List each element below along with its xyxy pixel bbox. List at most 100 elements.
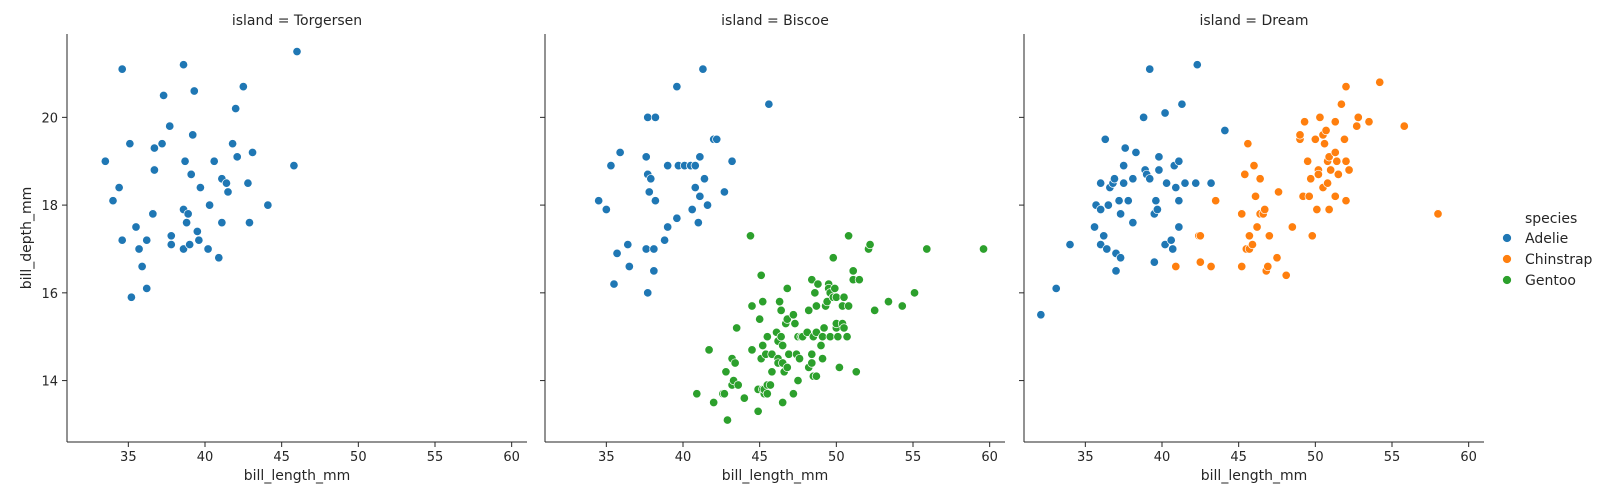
- data-point: [1180, 178, 1190, 188]
- data-point: [1111, 266, 1121, 276]
- data-point: [1211, 196, 1221, 206]
- data-point: [609, 279, 619, 289]
- data-point: [817, 354, 828, 364]
- data-point: [178, 60, 189, 70]
- data-point: [289, 161, 299, 171]
- data-point: [183, 209, 193, 219]
- data-point: [1206, 261, 1216, 272]
- data-point: [1252, 222, 1262, 232]
- data-point: [624, 261, 634, 272]
- data-point: [709, 397, 719, 408]
- data-point: [778, 340, 788, 351]
- data-point: [722, 415, 733, 425]
- data-point: [698, 64, 708, 74]
- legend-label: Adelie: [1525, 231, 1568, 247]
- x-tick-label: 45: [273, 450, 290, 465]
- data-point: [214, 253, 224, 263]
- data-point: [844, 301, 854, 311]
- data-point: [217, 218, 227, 228]
- legend: species Adelie Chinstrap Gentoo: [1502, 211, 1593, 289]
- y-axis-title: bill_depth_mm: [19, 187, 35, 290]
- data-point: [811, 327, 821, 337]
- data-point: [817, 332, 828, 342]
- data-point: [641, 152, 651, 162]
- data-point: [1306, 174, 1316, 184]
- data-point: [1240, 169, 1250, 179]
- data-point: [108, 196, 118, 206]
- data-point: [851, 367, 861, 377]
- data-point: [594, 196, 604, 206]
- data-point: [1237, 209, 1247, 219]
- data-point: [125, 139, 135, 149]
- x-axis-title: bill_length_mm: [244, 468, 350, 484]
- data-point: [1330, 147, 1340, 158]
- data-point: [137, 261, 147, 272]
- series-chinstrap: [1171, 77, 1443, 280]
- data-point: [1310, 134, 1320, 144]
- data-point: [180, 156, 190, 166]
- data-point: [660, 235, 670, 245]
- data-point: [114, 182, 124, 193]
- data-point: [1341, 196, 1351, 206]
- data-point: [804, 305, 814, 315]
- data-point: [807, 275, 817, 285]
- data-point: [764, 99, 774, 109]
- data-point: [1123, 196, 1133, 206]
- data-point: [1364, 117, 1374, 127]
- data-point: [690, 182, 700, 193]
- data-point: [692, 389, 702, 399]
- data-point: [833, 332, 843, 342]
- data-point: [1260, 204, 1270, 215]
- data-point: [205, 200, 215, 210]
- data-point: [762, 332, 772, 342]
- data-point: [1168, 244, 1178, 254]
- data-point: [909, 288, 920, 298]
- data-point: [117, 235, 127, 245]
- data-point: [228, 139, 238, 149]
- data-point: [221, 178, 232, 188]
- data-point: [1247, 240, 1258, 250]
- data-point: [758, 340, 768, 351]
- data-point: [192, 226, 202, 236]
- data-point: [1174, 196, 1184, 206]
- data-point: [765, 380, 775, 390]
- data-point: [1160, 240, 1170, 250]
- data-point: [672, 82, 682, 92]
- data-point: [166, 240, 176, 250]
- data-point: [623, 240, 633, 250]
- data-point: [1313, 169, 1323, 179]
- data-point: [650, 196, 660, 206]
- data-point: [186, 169, 196, 179]
- data-point: [1139, 112, 1149, 122]
- data-point: [1154, 165, 1164, 175]
- data-point: [148, 209, 158, 219]
- data-point: [1321, 125, 1331, 136]
- data-point: [693, 218, 703, 228]
- data-point: [1375, 77, 1385, 87]
- x-tick-label: 60: [1460, 450, 1477, 465]
- data-point: [238, 82, 248, 92]
- data-point: [1151, 196, 1161, 206]
- data-point: [776, 305, 786, 315]
- data-point: [1109, 174, 1120, 184]
- data-point: [149, 165, 159, 175]
- data-point: [810, 288, 820, 298]
- data-point: [1336, 99, 1346, 109]
- data-point: [687, 204, 697, 215]
- data-point: [223, 187, 233, 197]
- legend-label: Gentoo: [1525, 273, 1576, 289]
- y-tick-label: 20: [41, 111, 58, 126]
- data-point: [649, 266, 659, 276]
- data-point: [292, 46, 302, 57]
- data-point: [1353, 112, 1363, 122]
- data-point: [794, 354, 805, 364]
- data-point: [672, 213, 682, 223]
- data-point: [1128, 218, 1138, 228]
- data-point: [1145, 174, 1155, 184]
- data-point: [802, 327, 812, 337]
- data-point: [157, 139, 167, 149]
- data-point: [1315, 112, 1325, 122]
- data-point: [865, 240, 875, 250]
- data-point: [1119, 178, 1129, 188]
